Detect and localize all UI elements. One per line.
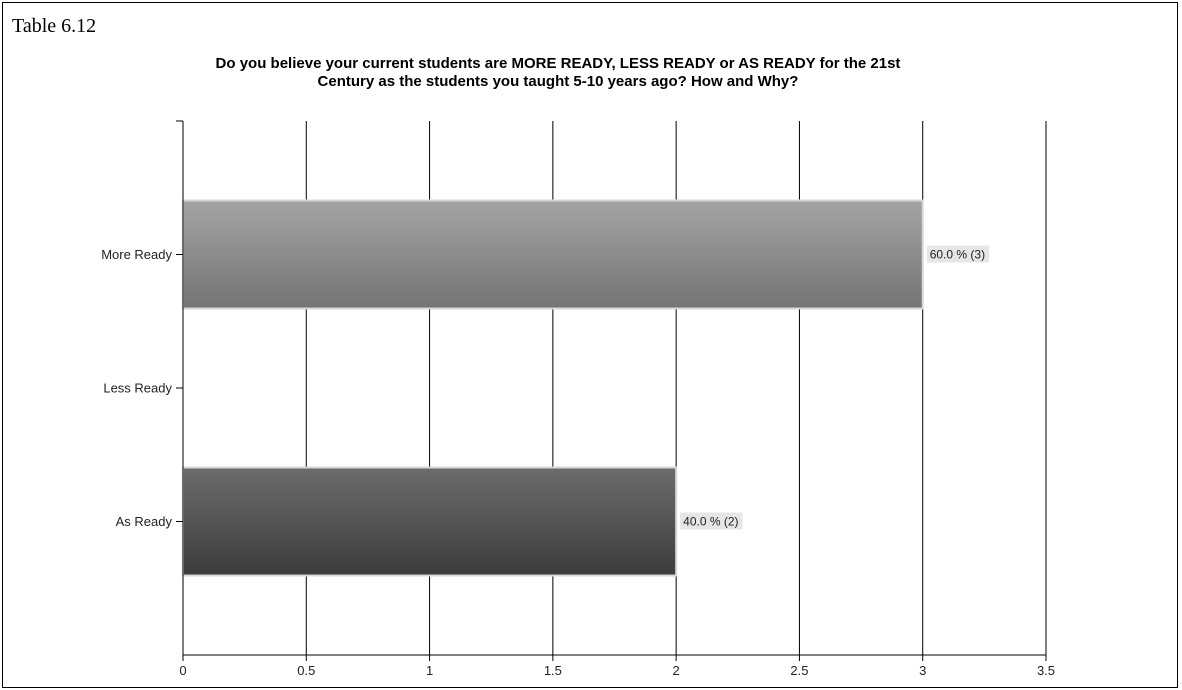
axes [176, 120, 1047, 661]
data-label-as-ready: 40.0 % (2) [683, 515, 738, 529]
bar-more-ready [182, 199, 924, 310]
bar-as-ready [182, 466, 678, 577]
chart-title-line-2: Century as the students you taught 5-10 … [317, 73, 799, 90]
x-tick-label-5: 2.5 [790, 663, 808, 678]
x-tick-label-1: 0.5 [297, 663, 315, 678]
x-tick-label-0: 0 [179, 663, 186, 678]
labels: 0 0.5 1 1.5 2 2.5 3 3.5 More Ready 60.0 % (3) Less… [101, 245, 1055, 678]
bar-chart: 0 0.5 1 1.5 2 2.5 3 3.5 More Ready 60.0 % (3) Less… [101, 120, 1055, 678]
data-label-bg-as-ready [680, 512, 743, 530]
x-tick-label-4: 2 [673, 663, 680, 678]
table-label: Table 6.12 [12, 15, 97, 37]
x-tick-label-3: 1.5 [544, 663, 562, 678]
x-tick-label-6: 3 [919, 663, 926, 678]
x-tick-label-7: 3.5 [1037, 663, 1055, 678]
bars [182, 199, 924, 577]
data-label-bg-more-ready [926, 245, 990, 263]
x-tick-label-2: 1 [426, 663, 433, 678]
category-label-as-ready: As Ready [116, 514, 173, 529]
category-label-less-ready: Less Ready [103, 381, 172, 396]
category-label-more-ready: More Ready [101, 247, 172, 262]
chart-title: Do you believe your current students are… [3, 55, 1113, 91]
data-label-more-ready: 60.0 % (3) [930, 248, 985, 262]
chart-title-line-1: Do you believe your current students are… [215, 55, 901, 72]
